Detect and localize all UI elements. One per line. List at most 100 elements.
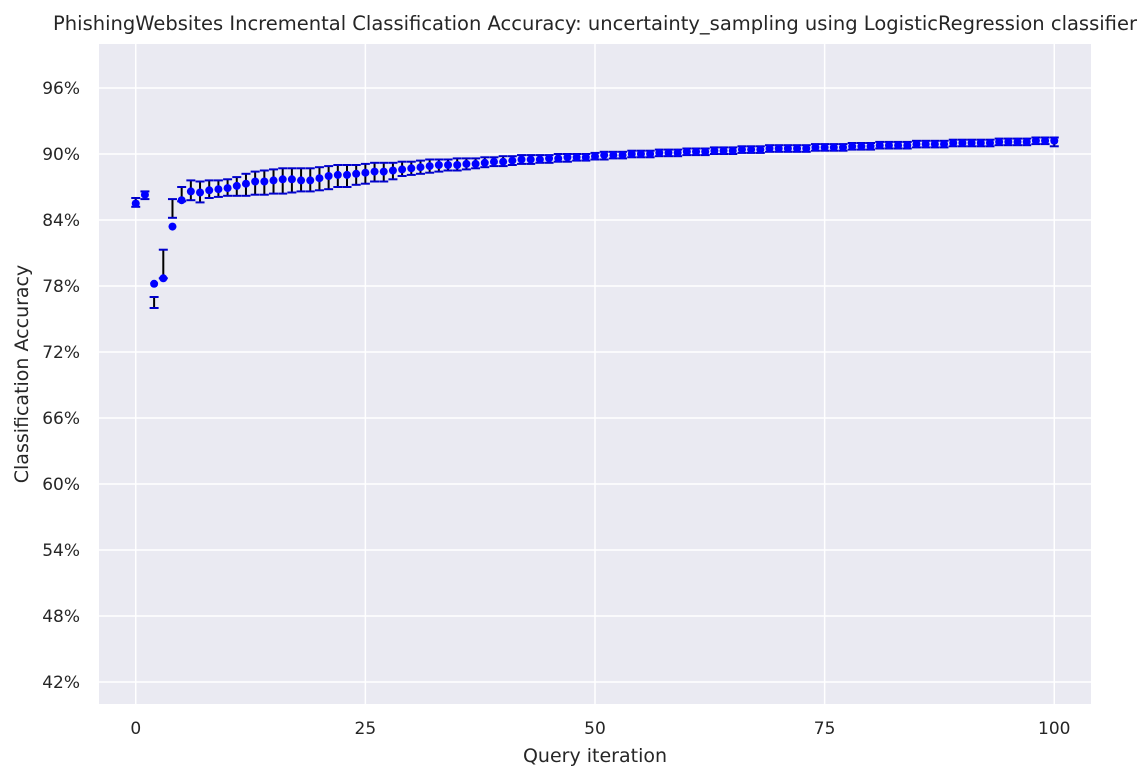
x-tick-label: 25 xyxy=(355,719,377,739)
data-point xyxy=(287,175,296,184)
data-point xyxy=(526,155,535,164)
data-point xyxy=(985,139,994,147)
x-tick-label: 100 xyxy=(1038,719,1070,739)
data-point xyxy=(875,141,884,150)
data-point xyxy=(1022,137,1031,146)
data-point xyxy=(958,139,967,147)
data-point xyxy=(728,146,737,155)
data-point xyxy=(581,153,590,162)
data-point xyxy=(278,175,287,184)
data-point xyxy=(903,141,912,150)
data-point xyxy=(682,147,691,156)
data-point xyxy=(324,172,333,180)
data-point xyxy=(591,152,599,161)
data-point xyxy=(223,184,232,193)
x-tick-label: 0 xyxy=(130,719,141,739)
y-tick-label: 90% xyxy=(42,145,80,165)
data-point xyxy=(545,154,554,163)
data-point xyxy=(159,274,168,283)
y-tick-label: 54% xyxy=(42,541,80,561)
x-tick-label: 50 xyxy=(584,719,606,739)
data-point xyxy=(783,144,792,153)
data-point xyxy=(214,185,223,194)
data-points xyxy=(131,136,1059,288)
data-point xyxy=(912,140,921,149)
data-point xyxy=(480,158,489,167)
data-point xyxy=(453,161,462,169)
data-point xyxy=(930,140,939,149)
data-point xyxy=(848,142,857,151)
data-point xyxy=(802,144,811,153)
data-point xyxy=(609,151,618,160)
data-point xyxy=(692,147,701,156)
data-point xyxy=(600,151,609,160)
data-point xyxy=(894,141,903,150)
data-point xyxy=(489,157,498,166)
data-point xyxy=(976,139,985,147)
data-point xyxy=(333,170,342,179)
data-point xyxy=(177,196,186,205)
data-point xyxy=(636,150,645,158)
data-point xyxy=(995,137,1004,146)
data-point xyxy=(793,144,802,153)
chart-title: PhishingWebsites Incremental Classificat… xyxy=(53,12,1138,35)
data-point xyxy=(719,146,728,155)
data-point xyxy=(269,176,278,185)
data-point xyxy=(1013,137,1022,146)
data-point xyxy=(664,148,673,157)
data-point xyxy=(884,141,893,150)
data-point xyxy=(241,179,250,188)
x-axis-label: Query iteration xyxy=(523,745,667,767)
y-tick-label: 42% xyxy=(42,673,80,693)
data-point xyxy=(1031,136,1040,145)
data-point xyxy=(398,165,407,174)
data-point xyxy=(232,181,241,190)
data-point xyxy=(379,167,388,176)
data-point xyxy=(388,166,397,175)
data-point xyxy=(297,176,306,185)
y-tick-label: 72% xyxy=(42,343,80,363)
data-point xyxy=(839,143,847,152)
data-point xyxy=(701,147,710,156)
data-point xyxy=(416,163,425,172)
data-point xyxy=(260,177,269,186)
data-point xyxy=(196,188,205,197)
data-point xyxy=(407,164,416,173)
data-point xyxy=(370,167,379,176)
data-point xyxy=(829,143,838,152)
data-point xyxy=(535,155,544,164)
data-point xyxy=(811,143,820,152)
data-point xyxy=(425,162,434,171)
tick-labels: 0 25 50 75 100 42% 48% 54% 60% 66% 72% 78% 84% 90% 96% xyxy=(42,79,1070,739)
data-point xyxy=(150,279,159,288)
data-point xyxy=(618,151,627,160)
data-point xyxy=(251,177,260,186)
data-point xyxy=(517,155,526,164)
data-point xyxy=(921,140,930,149)
data-point xyxy=(352,169,361,178)
data-point xyxy=(186,187,195,196)
data-point xyxy=(820,143,829,152)
data-point xyxy=(655,148,664,157)
data-point xyxy=(940,140,949,149)
data-point xyxy=(949,139,958,147)
data-point xyxy=(572,153,581,162)
data-point xyxy=(710,146,719,155)
data-point xyxy=(462,159,471,168)
y-tick-label: 48% xyxy=(42,607,80,627)
data-point xyxy=(857,142,866,151)
data-point xyxy=(563,153,572,162)
y-tick-label: 78% xyxy=(42,277,80,297)
data-point xyxy=(747,145,756,154)
data-point xyxy=(315,174,324,183)
data-point xyxy=(1004,137,1013,146)
data-point xyxy=(168,222,177,231)
data-point xyxy=(131,199,140,208)
data-point xyxy=(737,145,746,154)
y-axis-label: Classification Accuracy xyxy=(11,265,33,484)
data-point xyxy=(343,170,351,179)
data-point xyxy=(499,157,508,166)
y-tick-label: 60% xyxy=(42,475,80,495)
data-point xyxy=(306,176,315,185)
